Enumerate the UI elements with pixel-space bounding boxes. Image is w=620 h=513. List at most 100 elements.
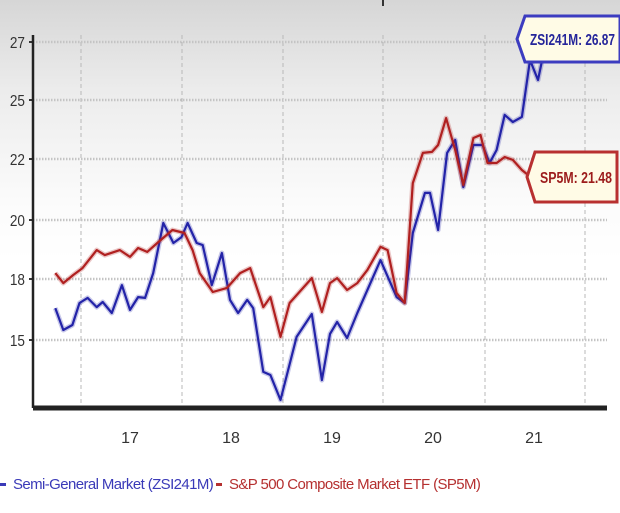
data-point xyxy=(479,134,482,137)
data-point xyxy=(279,398,282,401)
data-point xyxy=(62,282,65,285)
data-point xyxy=(225,286,228,289)
x-tick-label: 21 xyxy=(525,430,543,447)
end-label-sp5m-box xyxy=(525,150,619,204)
data-point xyxy=(198,272,201,275)
data-point xyxy=(129,255,132,258)
data-point xyxy=(120,284,123,287)
y-tick-label: 27 xyxy=(10,35,25,52)
data-point xyxy=(180,236,183,239)
data-point xyxy=(237,311,240,314)
x-tick-label: 18 xyxy=(222,430,240,447)
data-point xyxy=(95,249,98,252)
data-point xyxy=(186,221,189,224)
data-point xyxy=(249,267,252,270)
line-chart: 15 18 20 22 25 27 17 18 19 20 21 ZSI241M: 26.87 SP5M… xyxy=(10,0,620,447)
data-point xyxy=(437,229,440,232)
series-line-0 xyxy=(54,45,547,402)
data-point xyxy=(356,282,359,285)
data-point xyxy=(328,332,331,335)
data-point xyxy=(129,308,132,311)
data-point xyxy=(72,273,75,276)
data-point xyxy=(430,150,433,153)
data-point xyxy=(395,292,398,295)
data-point xyxy=(262,306,265,309)
data-point xyxy=(336,320,339,323)
x-tick-label: 19 xyxy=(323,430,341,447)
data-point xyxy=(252,307,255,310)
y-tick-label: 20 xyxy=(10,213,25,230)
data-point xyxy=(239,272,242,275)
data-point xyxy=(191,249,194,252)
data-point xyxy=(246,298,249,301)
data-point xyxy=(269,373,272,376)
y-tick-label: 22 xyxy=(10,152,25,169)
data-point xyxy=(503,113,506,116)
data-point xyxy=(71,323,74,326)
data-point xyxy=(137,247,140,250)
data-point xyxy=(462,183,465,186)
data-point xyxy=(54,307,57,310)
end-label-sp5m: SP5M: 21.48 xyxy=(540,170,612,187)
y-tick-label: 15 xyxy=(10,333,25,350)
data-point xyxy=(211,291,214,294)
data-point xyxy=(445,117,448,120)
y-tick-label: 25 xyxy=(10,93,25,110)
data-point xyxy=(520,115,523,118)
legend-swatch-blue xyxy=(0,483,6,486)
data-point xyxy=(110,311,113,314)
data-point xyxy=(537,78,540,81)
data-point xyxy=(262,370,265,373)
data-point xyxy=(386,249,389,252)
data-point xyxy=(144,296,147,299)
data-point xyxy=(54,272,57,275)
data-point xyxy=(454,148,457,151)
data-point xyxy=(403,301,406,304)
legend-item-sp5m[interactable]: S&P 500 Composite Market ETF (SP5M) xyxy=(216,476,481,493)
data-point xyxy=(95,306,98,309)
data-point xyxy=(446,151,449,154)
data-point xyxy=(295,335,298,338)
data-point xyxy=(423,191,426,194)
legend-item-zsi241m[interactable]: Semi-General Market (ZSI241M) xyxy=(0,476,214,493)
data-point xyxy=(428,191,431,194)
data-point xyxy=(328,282,331,285)
end-label-zsi241m: ZSI241M: 26.87 xyxy=(530,32,615,49)
data-point xyxy=(346,288,349,291)
x-tick-label: 20 xyxy=(424,430,442,447)
data-point xyxy=(156,242,159,245)
data-point xyxy=(118,249,121,252)
data-point xyxy=(336,277,339,280)
end-label-zsi241m-box xyxy=(515,14,620,64)
y-tick-label: 18 xyxy=(10,272,25,289)
data-point xyxy=(495,161,498,164)
data-point xyxy=(511,121,514,124)
data-point xyxy=(103,254,106,257)
series-line-1 xyxy=(54,117,529,338)
data-point xyxy=(310,277,313,280)
data-point xyxy=(346,336,349,339)
legend: Semi-General Market (ZSI241M) S&P 500 Co… xyxy=(0,476,620,500)
data-point xyxy=(228,298,231,301)
data-point xyxy=(101,300,104,303)
data-point xyxy=(146,250,149,253)
data-point xyxy=(78,301,81,304)
data-point xyxy=(171,229,174,232)
data-point xyxy=(356,311,359,314)
data-point xyxy=(366,268,369,271)
data-point xyxy=(503,156,506,159)
data-point xyxy=(152,272,155,275)
data-point xyxy=(486,161,489,164)
data-point xyxy=(269,296,272,299)
data-point xyxy=(183,231,186,234)
data-point xyxy=(495,148,498,151)
data-point xyxy=(172,242,175,245)
data-point xyxy=(81,267,84,270)
legend-swatch-red xyxy=(216,483,222,486)
data-point xyxy=(421,151,424,154)
x-tick-label: 17 xyxy=(121,430,139,447)
data-point xyxy=(220,252,223,255)
data-point xyxy=(379,259,382,262)
legend-label: S&P 500 Composite Market ETF (SP5M) xyxy=(229,476,481,493)
data-point xyxy=(137,296,140,299)
